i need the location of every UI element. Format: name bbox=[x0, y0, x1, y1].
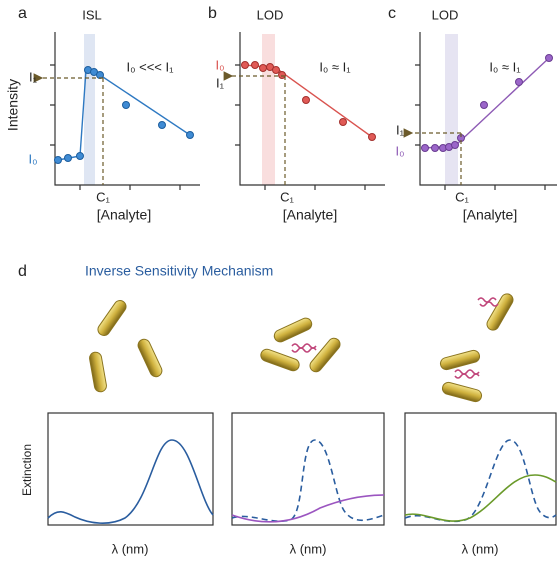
panel-letter: a bbox=[18, 5, 27, 22]
panel-a: a ISL I₀ <<< I₁ I₁ I₀ C₁ [Analyte] Inten… bbox=[5, 5, 200, 223]
region-label: ISL bbox=[82, 7, 102, 22]
x-marker: C₁ bbox=[455, 189, 469, 204]
band bbox=[445, 34, 458, 185]
region-label: LOD bbox=[257, 7, 284, 22]
nanorods bbox=[89, 293, 514, 403]
ticks bbox=[235, 64, 366, 190]
panel-d: d Inverse Sensitivity Mechanism Extincti… bbox=[18, 263, 557, 556]
x-marker: C₁ bbox=[96, 189, 110, 204]
axes bbox=[54, 32, 200, 186]
x-label: [Analyte] bbox=[97, 207, 151, 223]
lower-label: I₁ bbox=[216, 75, 225, 90]
panel-b: b LOD I₀ ≈ I₁ I₀ I₁ C₁ [Analyte] bbox=[208, 5, 385, 223]
panel-letter: c bbox=[388, 5, 396, 22]
ticks bbox=[50, 64, 181, 190]
panel-title: Inverse Sensitivity Mechanism bbox=[85, 263, 273, 279]
band bbox=[262, 34, 275, 185]
lower-label: I₀ bbox=[28, 151, 37, 166]
lower-label: I₀ bbox=[395, 143, 404, 158]
band bbox=[84, 34, 95, 185]
trend-line bbox=[57, 69, 191, 161]
spectra bbox=[47, 412, 557, 526]
x-label: λ (nm) bbox=[290, 541, 327, 556]
relation: I₀ ≈ I₁ bbox=[319, 59, 351, 74]
upper-label: I₁ bbox=[396, 122, 405, 137]
axes bbox=[239, 32, 385, 186]
region-label: LOD bbox=[432, 7, 459, 22]
x-label: [Analyte] bbox=[283, 207, 337, 223]
panel-letter: d bbox=[18, 263, 27, 280]
y-label: Extinction bbox=[20, 444, 34, 496]
x-label: λ (nm) bbox=[462, 541, 499, 556]
upper-label: I₀ bbox=[215, 57, 224, 72]
points bbox=[421, 54, 553, 152]
relation: I₀ ≈ I₁ bbox=[489, 59, 521, 74]
panel-c: c LOD I₀ ≈ I₁ I₁ I₀ C₁ [Analyte] bbox=[388, 5, 557, 223]
upper-label: I₁ bbox=[29, 69, 38, 84]
x-label: [Analyte] bbox=[463, 207, 517, 223]
relation: I₀ <<< I₁ bbox=[126, 59, 174, 74]
analyte-molecules bbox=[291, 297, 499, 379]
y-label: Intensity bbox=[5, 79, 21, 131]
panel-letter: b bbox=[208, 5, 217, 22]
axes bbox=[419, 32, 557, 186]
x-label: λ (nm) bbox=[112, 541, 149, 556]
points bbox=[54, 66, 194, 164]
x-marker: C₁ bbox=[280, 189, 294, 204]
ticks bbox=[415, 64, 546, 190]
points bbox=[241, 61, 376, 141]
